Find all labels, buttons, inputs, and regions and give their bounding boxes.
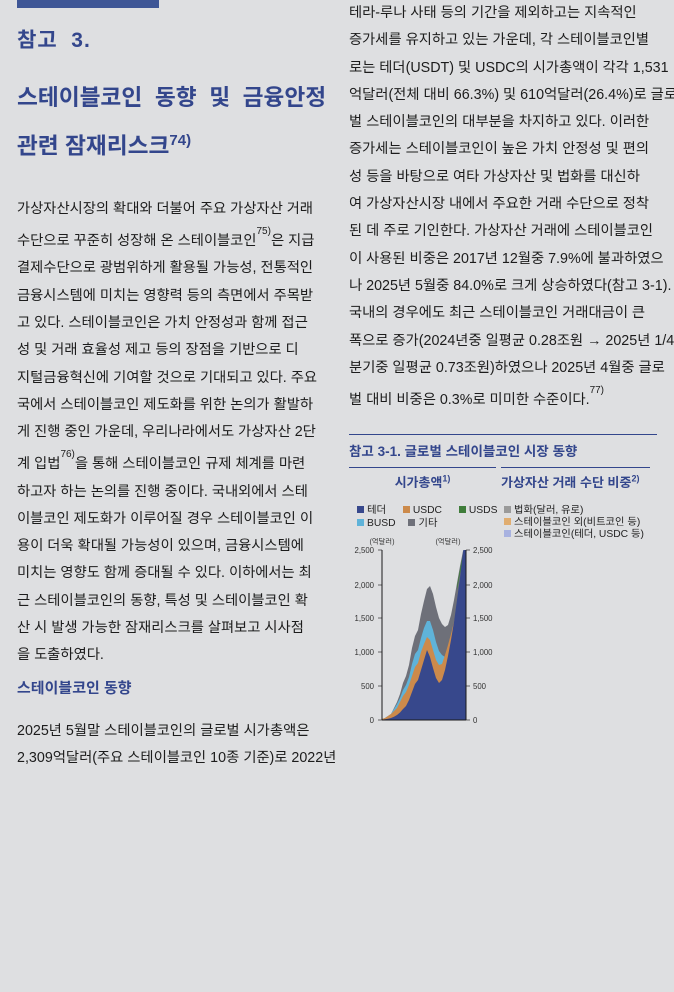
- svg-text:(억달러): (억달러): [436, 537, 461, 546]
- svg-text:2,500: 2,500: [473, 546, 493, 555]
- svg-text:1,000: 1,000: [354, 648, 374, 657]
- svg-text:0: 0: [370, 716, 375, 725]
- svg-text:1,500: 1,500: [473, 614, 493, 623]
- svg-text:0: 0: [473, 716, 478, 725]
- svg-text:1,500: 1,500: [354, 614, 374, 623]
- svg-text:2,000: 2,000: [473, 581, 493, 590]
- svg-text:2,500: 2,500: [354, 546, 374, 555]
- svg-text:500: 500: [473, 682, 487, 691]
- svg-text:2,000: 2,000: [354, 581, 374, 590]
- svg-text:500: 500: [361, 682, 375, 691]
- svg-text:1,000: 1,000: [473, 648, 493, 657]
- svg-text:(억달러): (억달러): [370, 537, 395, 546]
